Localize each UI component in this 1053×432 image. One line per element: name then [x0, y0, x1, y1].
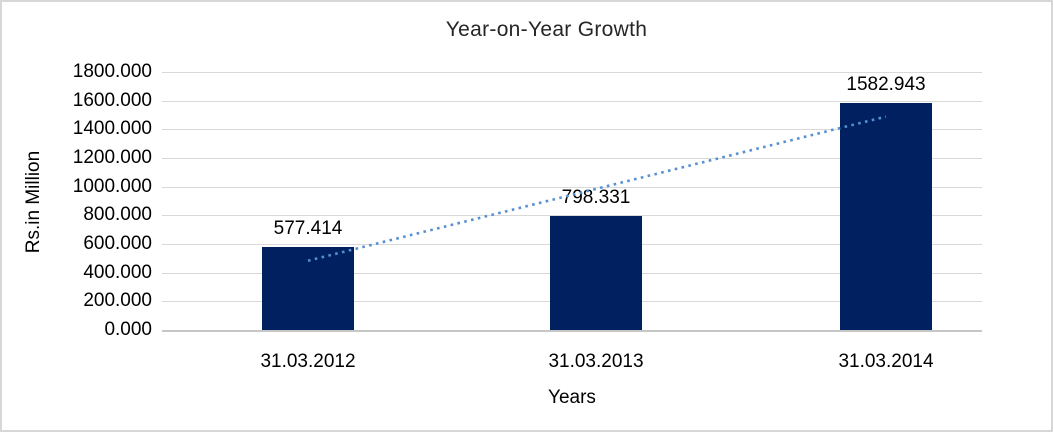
bar-value-label: 798.331: [561, 186, 631, 208]
bar-value-label: 577.414: [273, 218, 343, 240]
y-axis-tick-label: 400.000: [83, 261, 152, 283]
chart-title: Year-on-Year Growth: [445, 18, 648, 41]
x-axis-title: Years: [548, 387, 596, 408]
y-axis-tick-label: 1000.000: [72, 175, 152, 197]
y-axis-tick-label: 800.000: [83, 204, 152, 226]
bar-value-label: 1582.943: [846, 74, 926, 96]
y-axis-tick-label: 0.000: [104, 319, 152, 340]
y-axis-tick-label: 200.000: [83, 290, 152, 312]
bar-2014: [840, 103, 932, 330]
gridline: [162, 72, 982, 73]
x-axis-tick-label: 31.03.2013: [548, 351, 644, 372]
x-axis-line: [162, 330, 982, 332]
y-axis-tick-label: 1800.000: [72, 61, 152, 82]
x-axis-tick-label: 31.03.2012: [260, 351, 356, 372]
y-axis-tick-label: 1600.000: [72, 89, 152, 111]
y-axis-tick-label: 1200.000: [72, 147, 152, 168]
x-axis-tick-label: 31.03.2014: [838, 351, 934, 372]
gridline: [162, 100, 982, 102]
bar-2012: [262, 247, 354, 330]
y-axis-tick-label: 1400.000: [72, 118, 152, 140]
y-axis-tick-label: 600.000: [83, 233, 152, 254]
bar-2013: [550, 215, 642, 330]
